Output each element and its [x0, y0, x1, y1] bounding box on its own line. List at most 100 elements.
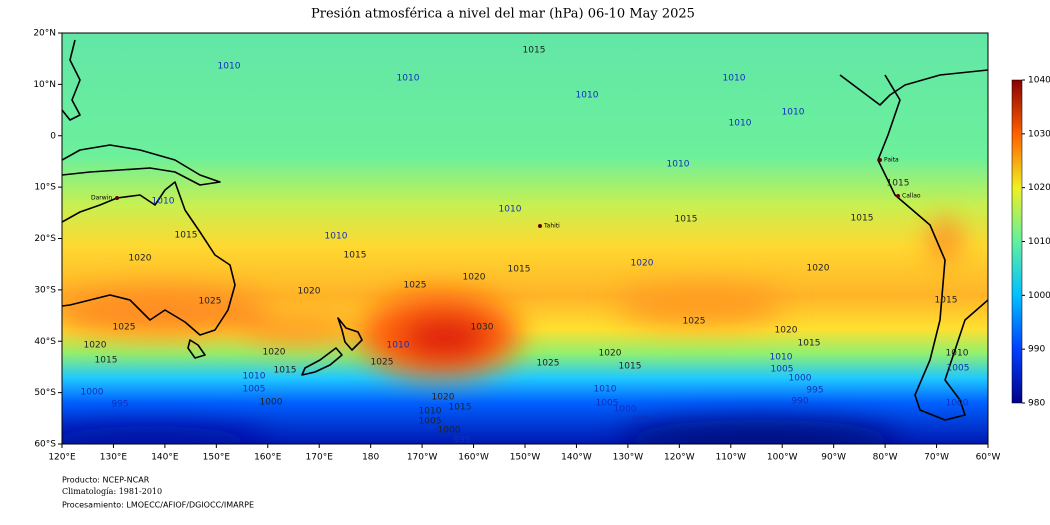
contour-label: 1010 — [325, 232, 348, 242]
place-dot — [115, 196, 119, 200]
contour-label: 1005 — [419, 417, 442, 427]
contour-label: 1010 — [397, 74, 420, 84]
x-tick-label: 70°W — [924, 453, 949, 463]
contour-label: 1010 — [729, 119, 752, 129]
y-tick-label: 60°S — [34, 440, 56, 450]
colorbar-tick-label: 1010 — [1028, 237, 1050, 247]
contour-label: 995 — [111, 400, 128, 410]
contour-label: 1010 — [770, 353, 793, 363]
contour-label: 1015 — [95, 356, 118, 366]
x-tick-label: 150°E — [203, 453, 231, 463]
contour-label: 1015 — [851, 214, 874, 224]
contour-label: 1020 — [263, 348, 286, 358]
contour-label: 1010 — [723, 74, 746, 84]
x-tick-label: 170°W — [407, 453, 438, 463]
contour-label: 1025 — [113, 323, 136, 333]
contour-label: 1025 — [371, 358, 394, 368]
place-dot — [896, 194, 900, 198]
contour-label: 1010 — [499, 205, 522, 215]
contour-label: 1010 — [387, 341, 410, 351]
contour-label: 1020 — [631, 259, 654, 269]
contour-label: 1020 — [84, 341, 107, 351]
place-label: Paita — [884, 157, 899, 164]
contour-label: 1000 — [789, 374, 812, 384]
contour-label: 1020 — [463, 273, 486, 283]
colorbar-tick-label: 1040 — [1028, 76, 1050, 86]
y-tick-label: 30°S — [34, 285, 56, 295]
contour-label: 995 — [631, 416, 648, 426]
contour-label: 1010 — [594, 385, 617, 395]
x-tick-label: 120°W — [664, 453, 695, 463]
contour-label: 995 — [806, 386, 823, 396]
contour-label: 1010 — [419, 407, 442, 417]
x-tick-label: 140°E — [151, 453, 179, 463]
colorbar-tick-label: 1000 — [1028, 291, 1050, 301]
colorbar-tick-label: 980 — [1028, 399, 1045, 409]
contour-label: 1015 — [175, 231, 198, 241]
contour-label: 1015 — [508, 265, 531, 275]
x-tick-label: 80°W — [873, 453, 898, 463]
place-label: Callao — [902, 193, 921, 200]
contour-label: 1020 — [129, 254, 152, 264]
contour-label: 1000 — [946, 399, 969, 409]
contour-label: 1020 — [298, 287, 321, 297]
title: Presión atmosférica a nivel del mar (hPa… — [311, 7, 695, 22]
x-tick-label: 130°E — [100, 453, 128, 463]
x-tick-label: 170°E — [306, 453, 334, 463]
contour-label: 1000 — [260, 398, 283, 408]
contour-label: 1000 — [81, 388, 104, 398]
y-tick-label: 10°S — [34, 183, 56, 193]
footer-climatology: Climatología: 1981-2010 — [62, 487, 162, 496]
place-label: Darwin — [91, 195, 112, 202]
contour-label: 1025 — [537, 359, 560, 369]
x-tick-label: 140°W — [561, 453, 592, 463]
x-tick-label: 90°W — [821, 453, 846, 463]
contour-label: 1005 — [596, 399, 619, 409]
place-label: Tahiti — [543, 223, 560, 230]
x-tick-label: 130°W — [613, 453, 644, 463]
x-tick-label: 110°W — [715, 453, 746, 463]
contour-label: 1015 — [935, 296, 958, 306]
contour-label: 995 — [453, 436, 470, 446]
pressure-field — [62, 33, 988, 444]
contour-label: 1010 — [576, 91, 599, 101]
colorbar-tick-label: 1020 — [1028, 183, 1050, 193]
contour-label: 1020 — [775, 326, 798, 336]
y-tick-label: 50°S — [34, 388, 56, 398]
contour-label: 1015 — [523, 46, 546, 56]
contour-label: 1005 — [771, 365, 794, 375]
colorbar-tick-label: 990 — [1028, 345, 1045, 355]
footer-product: Producto: NCEP-NCAR — [62, 476, 150, 485]
contour-label: 1015 — [798, 339, 821, 349]
contour-label: 1005 — [243, 385, 266, 395]
contour-label: 1010 — [218, 62, 241, 72]
place-dot — [878, 158, 882, 162]
contour-label: 1015 — [675, 215, 698, 225]
y-tick-label: 40°S — [34, 337, 56, 347]
contour-label: 1015 — [449, 403, 472, 413]
contour-label: 1010 — [243, 372, 266, 382]
contour-label: 1000 — [438, 426, 461, 436]
colorbar — [1011, 79, 1023, 404]
contour-label: 1010 — [667, 160, 690, 170]
contour-label: 1005 — [947, 364, 970, 374]
contour-label: 1010 — [152, 197, 175, 207]
footer-processing: Procesamiento: LMOECC/AFIOF/DGIOCC/IMARP… — [62, 501, 254, 510]
contour-label: 990 — [791, 397, 808, 407]
x-tick-label: 60°W — [976, 453, 1001, 463]
contour-label: 1025 — [683, 317, 706, 327]
y-tick-label: 0 — [50, 131, 56, 141]
contour-label: 1020 — [599, 349, 622, 359]
contour-label: 1020 — [432, 393, 455, 403]
x-tick-label: 100°W — [767, 453, 798, 463]
y-tick-label: 20°N — [33, 29, 56, 39]
x-tick-label: 160°E — [254, 453, 282, 463]
contour-label: 1015 — [887, 179, 910, 189]
y-tick-label: 20°S — [34, 234, 56, 244]
contour-label: 1010 — [946, 349, 969, 359]
y-tick-label: 10°N — [33, 80, 56, 90]
contour-label: 1010 — [782, 108, 805, 118]
contour-label: 1000 — [614, 405, 637, 415]
contour-label: 1020 — [807, 264, 830, 274]
contour-label: 1025 — [199, 297, 222, 307]
